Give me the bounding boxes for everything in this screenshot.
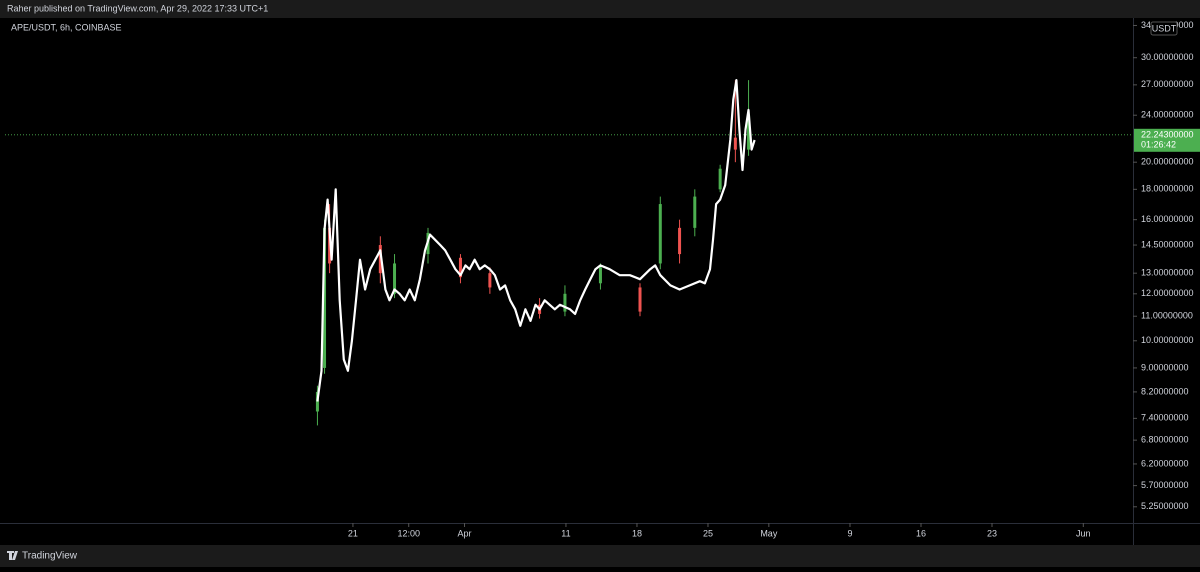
currency-badge: [1150, 21, 1178, 36]
publisher: Raher published on TradingView.com, Apr …: [7, 3, 268, 13]
x-tick-label: 23: [987, 528, 997, 538]
y-tick-label: 13.00000000: [1141, 268, 1194, 278]
y-tick-label: 11.00000000: [1141, 311, 1193, 321]
y-tick-label: 5.25000000: [1141, 501, 1189, 511]
candle-body: [638, 287, 642, 312]
y-tick-label: 6.20000000: [1141, 458, 1189, 468]
current-price-label: 22.24300000: [1141, 130, 1194, 140]
price-line: [316, 79, 756, 402]
axes: 34.0000000030.0000000027.0000000024.0000…: [348, 20, 1200, 538]
candle-body: [598, 267, 602, 284]
x-tick-label: May: [760, 528, 778, 538]
candle-body: [378, 245, 382, 274]
x-tick-label: 12:00: [397, 528, 420, 538]
y-tick-label: 5.70000000: [1141, 480, 1189, 490]
y-tick-label: 16.00000000: [1141, 214, 1194, 224]
candle-body: [323, 227, 327, 368]
x-tick-label: 25: [703, 528, 713, 538]
y-tick-label: 10.00000000: [1141, 335, 1194, 345]
x-tick-label: 18: [632, 528, 642, 538]
candle-body: [393, 263, 397, 294]
y-tick-label: 12.00000000: [1141, 288, 1194, 298]
candle-body: [733, 137, 737, 150]
x-tick-label: 11: [561, 528, 570, 538]
symbol: APE/USDT, 6h, COINBASE: [11, 22, 122, 32]
x-tick-label: 9: [847, 528, 852, 538]
header-bar: [0, 0, 1200, 18]
y-tick-label: 30.00000000: [1141, 52, 1194, 62]
candle-body: [678, 227, 682, 255]
candle-body: [693, 196, 697, 228]
x-tick-label: Apr: [458, 528, 472, 538]
candle-body: [747, 115, 751, 150]
y-tick-label: 9.00000000: [1141, 362, 1189, 372]
brand: TradingView: [22, 551, 78, 562]
candle-body: [658, 204, 662, 264]
y-tick-label: 7.40000000: [1141, 413, 1189, 423]
y-tick-label: 18.00000000: [1141, 184, 1194, 194]
plot: [5, 79, 1133, 426]
y-tick-label: 8.20000000: [1141, 386, 1189, 396]
x-tick-label: Jun: [1076, 528, 1091, 538]
candle-body: [563, 293, 567, 312]
candle-body: [718, 168, 722, 190]
candle-body: [488, 273, 492, 288]
brand-logo: [7, 551, 18, 560]
footer-bar: [0, 545, 1200, 567]
y-tick-label: 14.50000000: [1141, 239, 1194, 249]
candle-body: [315, 391, 319, 412]
countdown: 01:26:42: [1141, 140, 1176, 150]
x-tick-label: 21: [348, 528, 358, 538]
y-tick-label: 27.00000000: [1141, 79, 1194, 89]
y-tick-label: 20.00000000: [1141, 157, 1194, 167]
x-tick-label: 16: [916, 528, 926, 538]
y-tick-label: 24.00000000: [1141, 110, 1194, 120]
currency: USDT: [1152, 23, 1177, 33]
candle-body: [458, 257, 462, 278]
y-tick-label: 6.80000000: [1141, 435, 1189, 445]
current-price-box: [1134, 128, 1200, 152]
